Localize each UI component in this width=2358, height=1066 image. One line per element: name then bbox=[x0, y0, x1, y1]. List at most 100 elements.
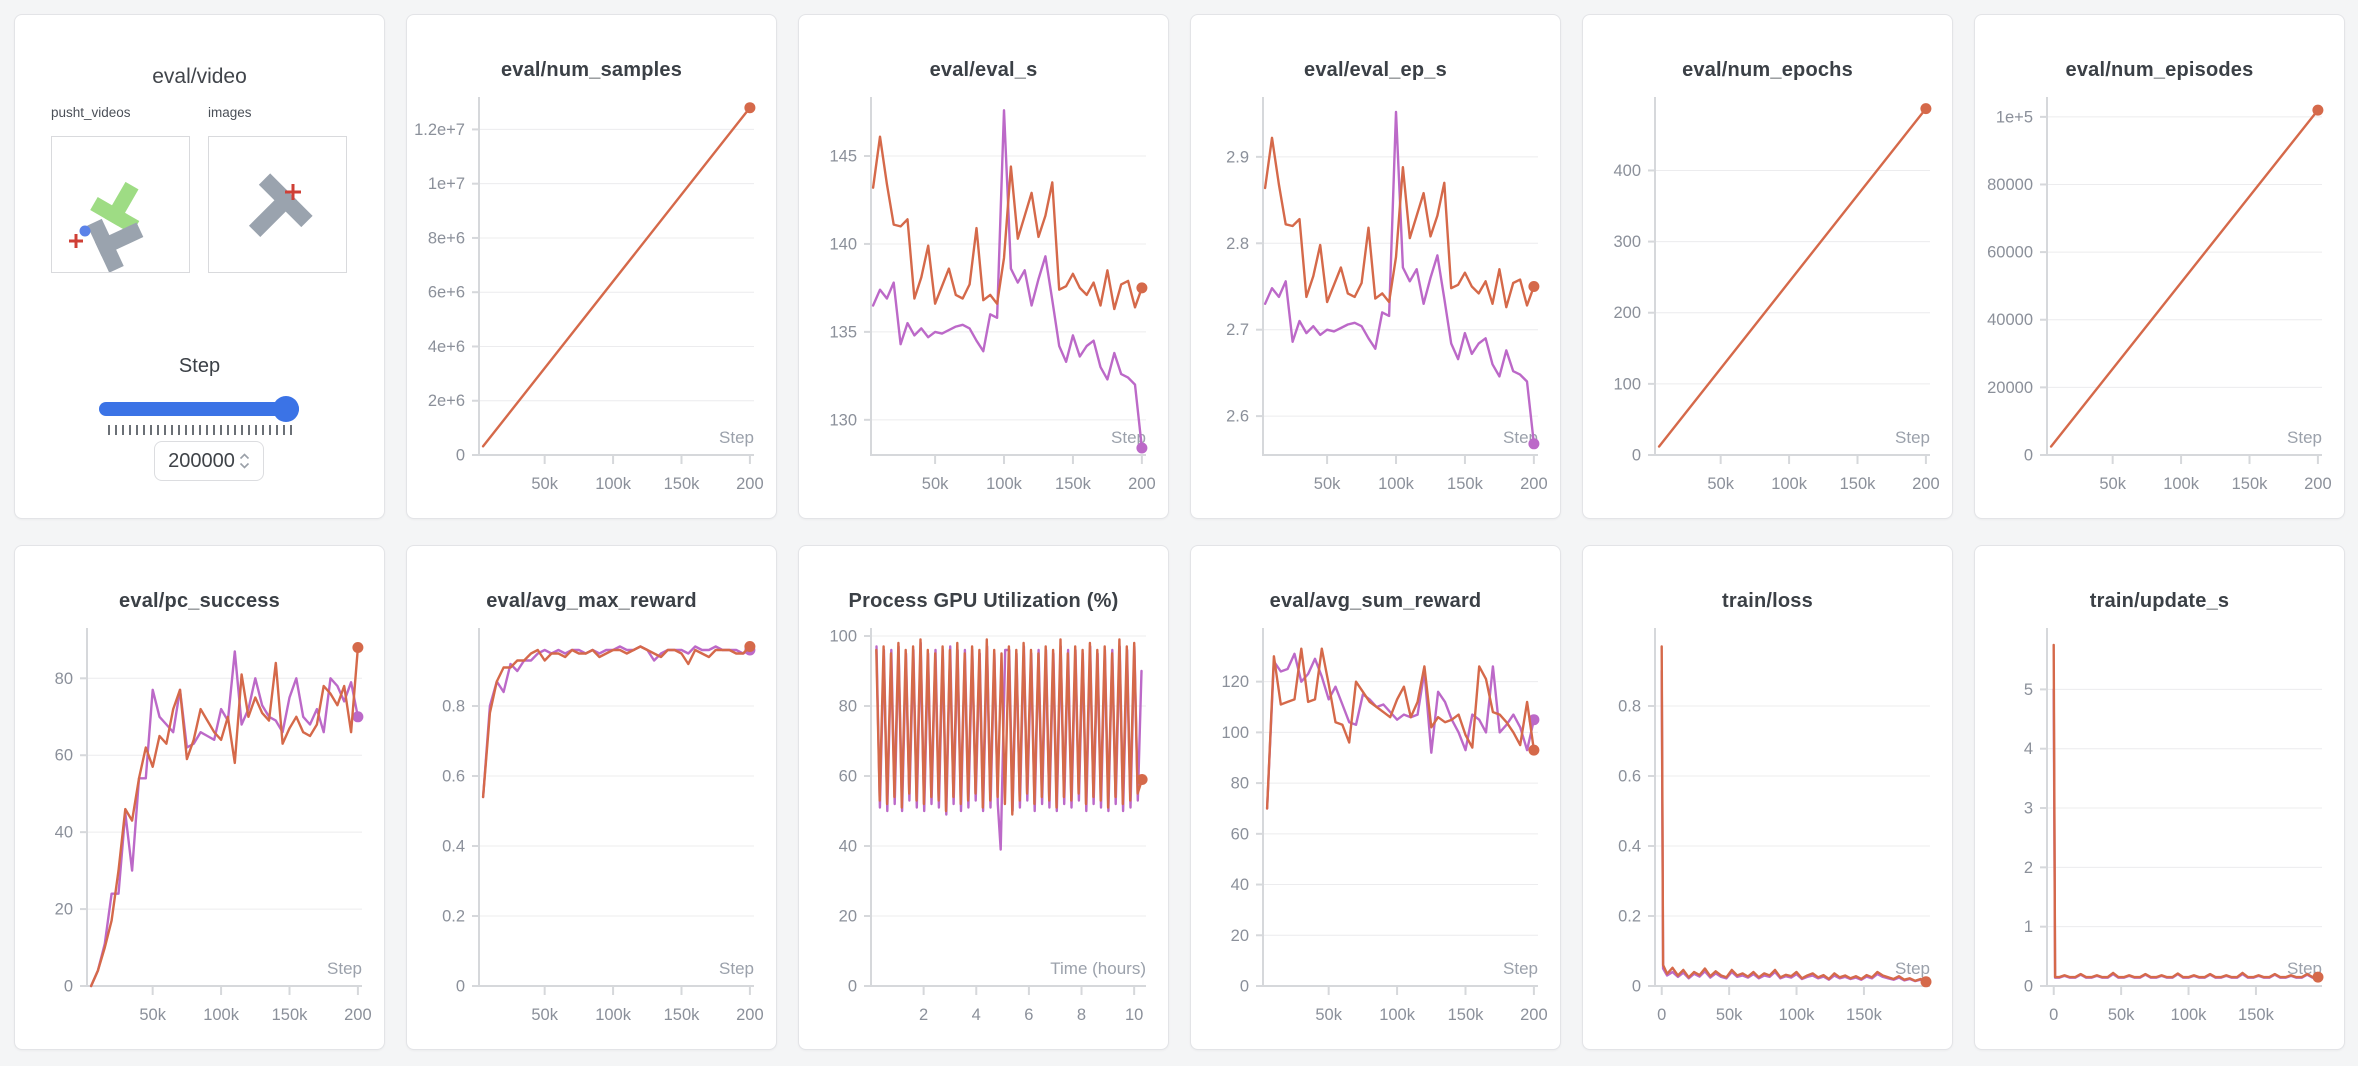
series-endpoint-run-orange bbox=[2312, 971, 2324, 983]
panel-eval-num-samples[interactable]: eval/num_samples 0 2e+6 4e+6 6e+6 8e+6 1e+7 1.2… bbox=[406, 14, 777, 519]
svg-text:0.6: 0.6 bbox=[442, 768, 465, 786]
svg-text:145: 145 bbox=[829, 148, 857, 166]
svg-text:20: 20 bbox=[1231, 927, 1249, 945]
gridlines bbox=[2047, 688, 2322, 928]
panel-eval-pc-success[interactable]: eval/pc_success 0 20 40 60 80 50k 100k 150k 200 St… bbox=[14, 545, 385, 1050]
svg-text:1.2e+7: 1.2e+7 bbox=[414, 121, 465, 139]
svg-text:100k: 100k bbox=[1379, 1006, 1416, 1024]
panel-process-gpu-utilization[interactable]: Process GPU Utilization (%) 0 20 40 60 80 100 2… bbox=[798, 545, 1169, 1050]
step-input-value: 200000 bbox=[168, 449, 235, 472]
svg-text:0: 0 bbox=[1240, 978, 1249, 996]
svg-text:60000: 60000 bbox=[1987, 244, 2033, 262]
x-axis-ticks: 50k 100k 150k 200 bbox=[1315, 986, 1548, 1024]
svg-text:130: 130 bbox=[829, 411, 857, 429]
chart-canvas: 0 20 40 60 80 100 120 50k 100k 150k 200 Step bbox=[1221, 628, 1548, 1024]
series-endpoint-run-orange bbox=[744, 641, 756, 652]
svg-text:150k: 150k bbox=[1055, 475, 1092, 493]
svg-text:400: 400 bbox=[1613, 162, 1641, 180]
slider-handle[interactable] bbox=[273, 396, 299, 422]
step-slider[interactable] bbox=[99, 396, 299, 422]
x-axis-ticks: 50k 100k 150k 200 bbox=[922, 455, 1156, 493]
panel-eval-video[interactable]: eval/video pusht_videos images bbox=[14, 14, 385, 519]
stepper-up-icon[interactable] bbox=[239, 453, 250, 460]
axes bbox=[2046, 628, 2322, 987]
step-input[interactable]: 200000 bbox=[154, 441, 264, 481]
x-axis-ticks: 50k 100k 150k 200 bbox=[1707, 455, 1940, 493]
series-endpoint-run-purple bbox=[1136, 442, 1148, 454]
svg-text:100: 100 bbox=[1221, 724, 1249, 742]
svg-text:100k: 100k bbox=[595, 475, 632, 493]
panel-eval-avg-max-reward[interactable]: eval/avg_max_reward 0 0.2 0.4 0.6 0.8 50k 100k 1… bbox=[406, 545, 777, 1050]
svg-text:2.9: 2.9 bbox=[1226, 148, 1249, 166]
panel-train-update-s[interactable]: train/update_s 0 1 2 3 4 5 0 50k 100k 150k Step bbox=[1974, 545, 2345, 1050]
y-axis-ticks: 0 2e+6 4e+6 6e+6 8e+6 1e+7 1.2e+7 bbox=[414, 121, 479, 465]
series-endpoint-run-orange bbox=[2312, 104, 2324, 116]
svg-text:0: 0 bbox=[64, 978, 73, 996]
axes bbox=[2046, 97, 2322, 456]
svg-text:200: 200 bbox=[2304, 475, 2332, 493]
svg-text:60: 60 bbox=[1231, 825, 1249, 843]
svg-text:50k: 50k bbox=[139, 1006, 166, 1024]
svg-text:80: 80 bbox=[1231, 775, 1249, 793]
svg-text:120: 120 bbox=[1221, 673, 1249, 691]
svg-text:150k: 150k bbox=[2238, 1006, 2275, 1024]
svg-text:40: 40 bbox=[55, 824, 73, 842]
x-axis-label: Step bbox=[327, 959, 362, 978]
series-run-purple bbox=[1265, 652, 1536, 810]
target-cross bbox=[285, 184, 301, 200]
panel-eval-avg-sum-reward[interactable]: eval/avg_sum_reward 0 20 40 60 80 100 120 50k 100… bbox=[1190, 545, 1561, 1050]
svg-text:200: 200 bbox=[1520, 1006, 1548, 1024]
svg-text:40: 40 bbox=[839, 838, 857, 856]
chart-title: Process GPU Utilization (%) bbox=[848, 590, 1119, 612]
series-endpoint-run-orange bbox=[744, 102, 756, 114]
svg-text:135: 135 bbox=[829, 323, 857, 341]
panel-eval-num-episodes[interactable]: eval/num_episodes 0 20000 40000 60000 80000 1e… bbox=[1974, 14, 2345, 519]
series-endpoint-run-orange bbox=[1136, 282, 1148, 294]
svg-text:2.7: 2.7 bbox=[1226, 321, 1249, 339]
svg-text:150k: 150k bbox=[664, 1006, 701, 1024]
series-endpoint-run-orange bbox=[1920, 103, 1932, 115]
x-axis-label: Time (hours) bbox=[1050, 959, 1146, 978]
slider-track[interactable] bbox=[99, 402, 299, 416]
svg-text:50k: 50k bbox=[2099, 475, 2126, 493]
panel-eval-eval-ep-s[interactable]: eval/eval_ep_s 2.6 2.7 2.8 2.9 50k 100k 150k 200… bbox=[1190, 14, 1561, 519]
x-axis-ticks: 50k 100k 150k 200 bbox=[531, 986, 764, 1024]
x-axis-ticks: 50k 100k 150k 200 bbox=[2099, 455, 2332, 493]
svg-text:100k: 100k bbox=[2171, 1006, 2208, 1024]
svg-text:60: 60 bbox=[839, 768, 857, 786]
gridlines bbox=[2047, 116, 2322, 388]
x-axis-label: Step bbox=[1895, 428, 1930, 447]
chart-title: train/update_s bbox=[2089, 590, 2230, 612]
chart-canvas: 0 20 40 60 80 100 2 4 6 8 10 Time (hours) bbox=[829, 628, 1148, 1024]
series-run-purple bbox=[871, 109, 1144, 450]
panel-eval-eval-s[interactable]: eval/eval_s 130 135 140 145 50k 100k 150k 200 Ste… bbox=[798, 14, 1169, 519]
svg-text:1e+5: 1e+5 bbox=[1996, 108, 2033, 126]
svg-text:50k: 50k bbox=[531, 475, 558, 493]
y-axis-ticks: 0 20 40 60 80 100 120 bbox=[1221, 673, 1263, 996]
gridlines bbox=[1655, 169, 1930, 385]
panels-grid: eval/video pusht_videos images bbox=[14, 14, 2345, 1050]
svg-text:100k: 100k bbox=[203, 1006, 240, 1024]
panel-train-loss[interactable]: train/loss 0 0.2 0.4 0.6 0.8 0 50k 100k 150k Step bbox=[1582, 545, 1953, 1050]
svg-text:6e+6: 6e+6 bbox=[428, 284, 465, 302]
svg-text:200: 200 bbox=[736, 1006, 764, 1024]
x-axis-ticks: 50k 100k 150k 200 bbox=[531, 455, 764, 493]
svg-text:100k: 100k bbox=[1779, 1006, 1816, 1024]
svg-text:0.2: 0.2 bbox=[1618, 908, 1641, 926]
chart-canvas: 0 0.2 0.4 0.6 0.8 50k 100k 150k 200 Step bbox=[442, 628, 764, 1024]
svg-text:0: 0 bbox=[1632, 978, 1641, 996]
media-thumbnail-pusht-videos[interactable] bbox=[51, 136, 190, 273]
svg-text:150k: 150k bbox=[272, 1006, 309, 1024]
axes bbox=[1654, 628, 1930, 987]
stepper-down-icon[interactable] bbox=[239, 462, 250, 469]
svg-text:80: 80 bbox=[839, 698, 857, 716]
panel-eval-num-epochs[interactable]: eval/num_epochs 0 100 200 300 400 50k 100k 150k 2… bbox=[1582, 14, 1953, 519]
svg-text:50k: 50k bbox=[1315, 1006, 1342, 1024]
chart-title: eval/eval_s bbox=[929, 59, 1038, 81]
series-endpoint-run-orange bbox=[1920, 976, 1932, 988]
series-run-purple bbox=[1660, 669, 1928, 984]
media-thumbnail-images[interactable] bbox=[208, 136, 347, 273]
svg-text:150k: 150k bbox=[2232, 475, 2269, 493]
series-run-orange bbox=[1263, 136, 1536, 309]
svg-text:20: 20 bbox=[55, 901, 73, 919]
